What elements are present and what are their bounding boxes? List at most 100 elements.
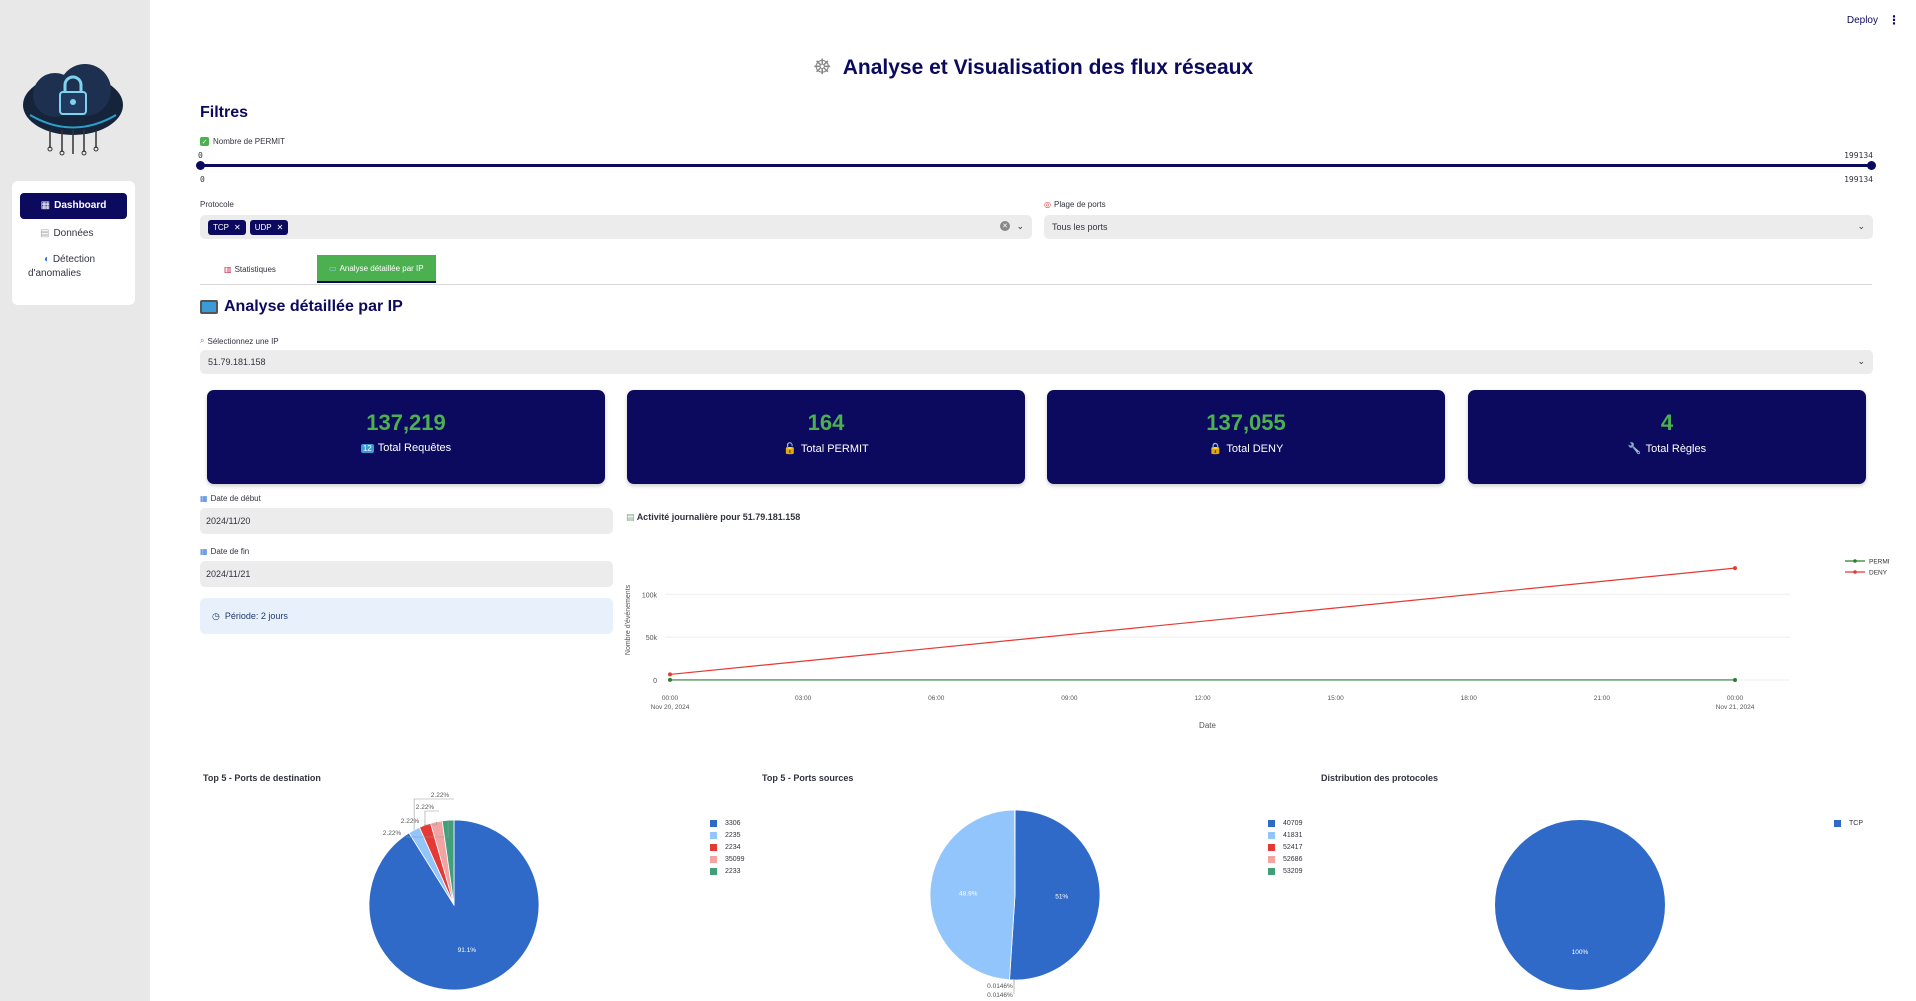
pie-chart-dest-ports: 91.1% 2.22% 2.22% 2.22% 2.22% bbox=[368, 792, 540, 991]
legend-label: 52686 bbox=[1283, 855, 1303, 863]
legend-src-ports: 3306 2235 2234 35099 2233 bbox=[710, 817, 744, 877]
legend-item[interactable]: 3306 bbox=[710, 817, 744, 829]
x-tick-label: 03:00 bbox=[795, 695, 812, 702]
ip-select-label: ⌕ Sélectionnez une IP bbox=[200, 336, 279, 346]
pie-slice[interactable] bbox=[1009, 809, 1101, 981]
x-axis-label: Date bbox=[1199, 721, 1216, 730]
start-date-label-text: Date de début bbox=[210, 494, 261, 503]
legend-item[interactable]: 53209 bbox=[1268, 865, 1302, 877]
legend-label: 2235 bbox=[725, 831, 741, 839]
filters-title: Filtres bbox=[200, 104, 249, 121]
calendar-icon: ▦ bbox=[200, 494, 208, 503]
metric-total-permit: 164 🔓 Total PERMIT bbox=[627, 390, 1025, 484]
ip-section-title: Analyse détaillée par IP bbox=[200, 298, 403, 316]
legend-label: 41831 bbox=[1283, 831, 1303, 839]
end-date-input[interactable]: 2024/11/21 bbox=[200, 561, 613, 587]
metric-value: 4 bbox=[1660, 410, 1674, 435]
pie-chart-protocols: 100% bbox=[1495, 820, 1665, 990]
data-point[interactable] bbox=[668, 672, 672, 677]
tag-tcp[interactable]: TCP ✕ bbox=[208, 219, 246, 235]
metric-label-text: Total PERMIT bbox=[800, 442, 869, 455]
remove-tag-icon[interactable]: ✕ bbox=[276, 222, 284, 232]
numbers-icon: 12 bbox=[360, 443, 374, 453]
checkbox-checked-icon[interactable]: ✓ bbox=[200, 137, 209, 146]
legend-item[interactable]: 35099 bbox=[710, 853, 744, 865]
slice-label: 2.22% bbox=[416, 804, 435, 811]
legend-label[interactable]: DENY bbox=[1869, 570, 1888, 577]
legend-label[interactable]: PERMIT bbox=[1869, 559, 1890, 566]
tag-label: TCP bbox=[213, 222, 229, 232]
x-tick-label: 00:00 bbox=[662, 695, 679, 702]
x-tick-label: Nov 21, 2024 bbox=[1716, 704, 1755, 711]
metric-total-regles: 4 🔧 Total Règles bbox=[1468, 390, 1866, 484]
sidebar-item-detection[interactable]: ◐ Détection d'anomalies bbox=[20, 249, 127, 285]
pie-slice[interactable] bbox=[1495, 820, 1665, 990]
ports-select[interactable]: Tous les ports ⌄ bbox=[1044, 215, 1873, 239]
legend-item[interactable]: 52686 bbox=[1268, 853, 1302, 865]
slice-label: 51% bbox=[1055, 894, 1068, 901]
clear-icon[interactable]: ✕ bbox=[1000, 221, 1010, 231]
data-point[interactable] bbox=[1733, 566, 1737, 571]
tag-udp[interactable]: UDP ✕ bbox=[249, 219, 289, 235]
target-icon: ◎ bbox=[1044, 200, 1051, 209]
x-tick-label: 21:00 bbox=[1594, 695, 1611, 702]
chevron-down-icon[interactable]: ⌄ bbox=[1016, 221, 1024, 231]
y-tick-label: 100k bbox=[642, 592, 658, 599]
slider-thumb-low[interactable] bbox=[196, 161, 205, 170]
remove-tag-icon[interactable]: ✕ bbox=[234, 222, 241, 232]
slice-label: 0.0146% bbox=[987, 983, 1013, 990]
computer-icon bbox=[200, 300, 218, 314]
legend-item[interactable]: 40709 bbox=[1268, 817, 1302, 829]
data-point[interactable] bbox=[1733, 677, 1737, 682]
sidebar-item-dashboard[interactable]: ▦ Dashboard bbox=[20, 193, 127, 219]
permit-slider-track[interactable] bbox=[200, 164, 1872, 167]
tab-statistiques[interactable]: ▥ Statistiques bbox=[212, 255, 288, 283]
ports-select-value: Tous les ports bbox=[1052, 222, 1108, 232]
data-point[interactable] bbox=[668, 677, 672, 682]
ip-section-title-text: Analyse détaillée par IP bbox=[224, 298, 403, 315]
sidebar-item-label: Dashboard bbox=[54, 200, 107, 211]
legend-item[interactable]: 2233 bbox=[710, 865, 744, 877]
legend-marker bbox=[1853, 559, 1857, 563]
tab-bar: ▥ Statistiques ▭ Analyse détaillée par I… bbox=[200, 255, 1872, 285]
line-chart-title: ▤ Activité journalière pour 51.79.181.15… bbox=[626, 512, 800, 523]
metric-label: 12 Total Requêtes bbox=[207, 442, 605, 454]
monitor-icon: ▭ bbox=[329, 263, 337, 273]
legend-swatch bbox=[1268, 819, 1275, 827]
y-tick-label: 50k bbox=[646, 635, 658, 642]
protocol-label-text: Protocole bbox=[200, 200, 234, 209]
wrench-icon: 🔧 bbox=[1627, 443, 1642, 455]
metric-label-text: Total DENY bbox=[1226, 442, 1284, 455]
page-title: ☸ Analyse et Visualisation des flux rése… bbox=[0, 55, 1916, 80]
logo-icon bbox=[23, 64, 123, 156]
legend-label: 35099 bbox=[725, 855, 745, 863]
sidebar-nav: ▦ Dashboard ▤ Données ◐ Détection d'anom… bbox=[12, 181, 135, 305]
slice-label: 2.22% bbox=[383, 830, 402, 837]
ip-select[interactable]: 51.79.181.158 ⌄ bbox=[200, 350, 1873, 374]
pie-slice[interactable] bbox=[929, 809, 1016, 981]
slider-thumb-high[interactable] bbox=[1867, 161, 1876, 170]
end-date-label-text: Date de fin bbox=[210, 547, 250, 556]
legend-item[interactable]: TCP bbox=[1834, 817, 1863, 829]
sidebar-item-donnees[interactable]: ▤ Données bbox=[20, 223, 127, 245]
metric-total-requetes: 137,219 12 Total Requêtes bbox=[207, 390, 605, 484]
legend-item[interactable]: 2235 bbox=[710, 829, 744, 841]
tab-analyse-ip[interactable]: ▭ Analyse détaillée par IP bbox=[317, 255, 436, 283]
legend-item[interactable]: 2234 bbox=[710, 841, 744, 853]
x-tick-label: 12:00 bbox=[1194, 695, 1211, 702]
start-date-label: ▦ Date de début bbox=[200, 494, 261, 503]
slice-label: 0.0146% bbox=[987, 992, 1013, 999]
chevron-down-icon[interactable]: ⌄ bbox=[1857, 221, 1865, 231]
x-tick-label: 18:00 bbox=[1461, 695, 1478, 702]
legend-item[interactable]: 52417 bbox=[1268, 841, 1302, 853]
deploy-button[interactable]: Deploy bbox=[1846, 15, 1878, 26]
slice-label: 91.1% bbox=[458, 947, 477, 954]
main-menu-icon[interactable]: ⋮ bbox=[1888, 13, 1900, 27]
protocol-multiselect[interactable]: TCP ✕ UDP ✕ ✕ ⌄ bbox=[200, 215, 1032, 239]
chevron-down-icon[interactable]: ⌄ bbox=[1857, 356, 1865, 366]
legend-item[interactable]: 41831 bbox=[1268, 829, 1302, 841]
metric-label-text: Total Règles bbox=[1645, 442, 1707, 455]
start-date-input[interactable]: 2024/11/20 bbox=[200, 508, 613, 534]
grid-icon: ▦ bbox=[40, 200, 51, 211]
